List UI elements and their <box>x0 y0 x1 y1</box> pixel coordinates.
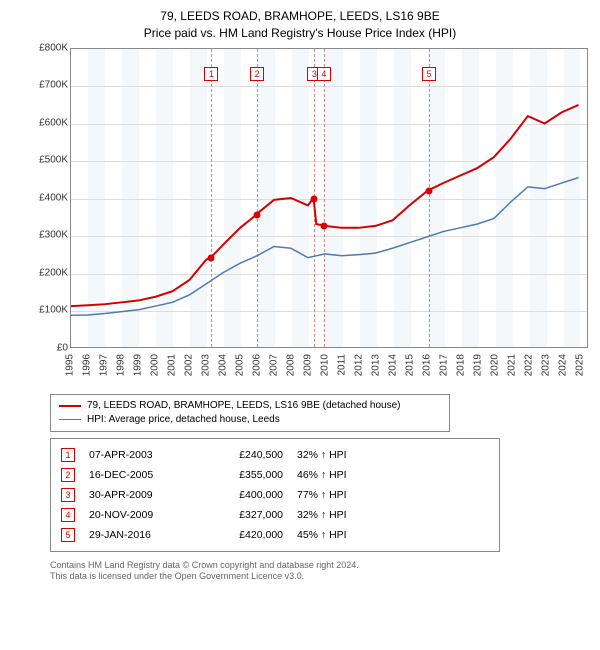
sale-marker-box: 4 <box>317 67 331 81</box>
sales-row: 1 07-APR-2003 £240,500 32% ↑ HPI <box>61 445 489 465</box>
x-tick-label: 2014 <box>387 354 398 376</box>
x-tick-label: 2013 <box>370 354 381 376</box>
x-tick-label: 2010 <box>319 354 330 376</box>
x-tick-label: 2016 <box>421 354 432 376</box>
footer-attribution: Contains HM Land Registry data © Crown c… <box>50 560 590 583</box>
y-tick-label: £400K <box>28 192 68 203</box>
x-tick-label: 2008 <box>285 354 296 376</box>
legend-row: HPI: Average price, detached house, Leed… <box>59 413 441 427</box>
x-tick-label: 2011 <box>336 354 347 376</box>
x-tick-label: 2017 <box>438 354 449 376</box>
sales-price: £400,000 <box>203 489 283 501</box>
line-series-svg <box>71 49 587 347</box>
sales-index-box: 3 <box>61 488 75 502</box>
y-tick-label: £800K <box>28 42 68 53</box>
sales-date: 20-NOV-2009 <box>89 509 189 521</box>
x-tick-label: 2004 <box>217 354 228 376</box>
sales-row: 4 20-NOV-2009 £327,000 32% ↑ HPI <box>61 505 489 525</box>
plot-box: 12345 <box>70 48 588 348</box>
x-tick-label: 2024 <box>557 354 568 376</box>
x-tick-label: 2020 <box>489 354 500 376</box>
x-tick-label: 2019 <box>472 354 483 376</box>
sales-price: £327,000 <box>203 509 283 521</box>
title-line1: 79, LEEDS ROAD, BRAMHOPE, LEEDS, LS16 9B… <box>10 8 590 25</box>
chart-container: 79, LEEDS ROAD, BRAMHOPE, LEEDS, LS16 9B… <box>0 0 600 650</box>
sales-date: 16-DEC-2005 <box>89 469 189 481</box>
x-tick-label: 2015 <box>404 354 415 376</box>
sales-index-box: 1 <box>61 448 75 462</box>
sales-table: 1 07-APR-2003 £240,500 32% ↑ HPI 2 16-DEC-200… <box>50 438 500 552</box>
y-tick-label: £0 <box>28 342 68 353</box>
legend-label: HPI: Average price, detached house, Leed… <box>87 414 280 425</box>
x-tick-label: 2006 <box>251 354 262 376</box>
legend-row: 79, LEEDS ROAD, BRAMHOPE, LEEDS, LS16 9B… <box>59 399 441 413</box>
y-tick-label: £500K <box>28 155 68 166</box>
x-tick-label: 1995 <box>65 354 76 376</box>
sales-pct: 77% ↑ HPI <box>297 489 407 501</box>
x-tick-label: 1996 <box>81 354 92 376</box>
legend-box: 79, LEEDS ROAD, BRAMHOPE, LEEDS, LS16 9B… <box>50 394 450 432</box>
y-tick-label: £600K <box>28 117 68 128</box>
sales-date: 07-APR-2003 <box>89 449 189 461</box>
sales-row: 2 16-DEC-2005 £355,000 46% ↑ HPI <box>61 465 489 485</box>
sale-dot <box>311 195 318 202</box>
sales-price: £355,000 <box>203 469 283 481</box>
y-tick-label: £100K <box>28 305 68 316</box>
sales-price: £240,500 <box>203 449 283 461</box>
x-tick-label: 2021 <box>506 354 517 376</box>
x-tick-label: 2022 <box>523 354 534 376</box>
x-tick-label: 1997 <box>98 354 109 376</box>
sale-dot <box>320 222 327 229</box>
legend-swatch <box>59 405 81 407</box>
sale-dot <box>426 188 433 195</box>
footer-line1: Contains HM Land Registry data © Crown c… <box>50 560 590 572</box>
title-line2: Price paid vs. HM Land Registry's House … <box>10 25 590 42</box>
sale-marker-box: 5 <box>422 67 436 81</box>
x-tick-label: 2018 <box>455 354 466 376</box>
sale-marker-box: 1 <box>204 67 218 81</box>
x-tick-label: 2005 <box>234 354 245 376</box>
sales-index-box: 5 <box>61 528 75 542</box>
sales-index-box: 4 <box>61 508 75 522</box>
x-tick-label: 2002 <box>183 354 194 376</box>
sales-price: £420,000 <box>203 529 283 541</box>
x-tick-label: 2025 <box>574 354 585 376</box>
x-tick-label: 2007 <box>268 354 279 376</box>
legend-swatch <box>59 419 81 420</box>
x-tick-label: 2023 <box>540 354 551 376</box>
sales-pct: 46% ↑ HPI <box>297 469 407 481</box>
x-tick-label: 2012 <box>353 354 364 376</box>
x-tick-label: 1998 <box>115 354 126 376</box>
y-tick-label: £200K <box>28 267 68 278</box>
sales-pct: 32% ↑ HPI <box>297 509 407 521</box>
legend-label: 79, LEEDS ROAD, BRAMHOPE, LEEDS, LS16 9B… <box>87 400 400 411</box>
sales-date: 30-APR-2009 <box>89 489 189 501</box>
sales-date: 29-JAN-2016 <box>89 529 189 541</box>
series-hpi <box>71 177 579 315</box>
footer-line2: This data is licensed under the Open Gov… <box>50 571 590 583</box>
sale-marker-box: 2 <box>250 67 264 81</box>
sale-dot <box>254 212 261 219</box>
title-block: 79, LEEDS ROAD, BRAMHOPE, LEEDS, LS16 9B… <box>10 8 590 42</box>
x-tick-label: 2009 <box>302 354 313 376</box>
chart-area: 12345 £0£100K£200K£300K£400K£500K£600K£7… <box>28 48 588 388</box>
series-property <box>71 105 579 306</box>
y-tick-label: £700K <box>28 80 68 91</box>
sales-row: 5 29-JAN-2016 £420,000 45% ↑ HPI <box>61 525 489 545</box>
sales-pct: 32% ↑ HPI <box>297 449 407 461</box>
x-tick-label: 1999 <box>132 354 143 376</box>
x-tick-label: 2003 <box>200 354 211 376</box>
x-tick-label: 2000 <box>149 354 160 376</box>
sales-index-box: 2 <box>61 468 75 482</box>
sales-pct: 45% ↑ HPI <box>297 529 407 541</box>
x-tick-label: 2001 <box>166 354 177 376</box>
sale-dot <box>208 255 215 262</box>
y-tick-label: £300K <box>28 230 68 241</box>
sales-row: 3 30-APR-2009 £400,000 77% ↑ HPI <box>61 485 489 505</box>
